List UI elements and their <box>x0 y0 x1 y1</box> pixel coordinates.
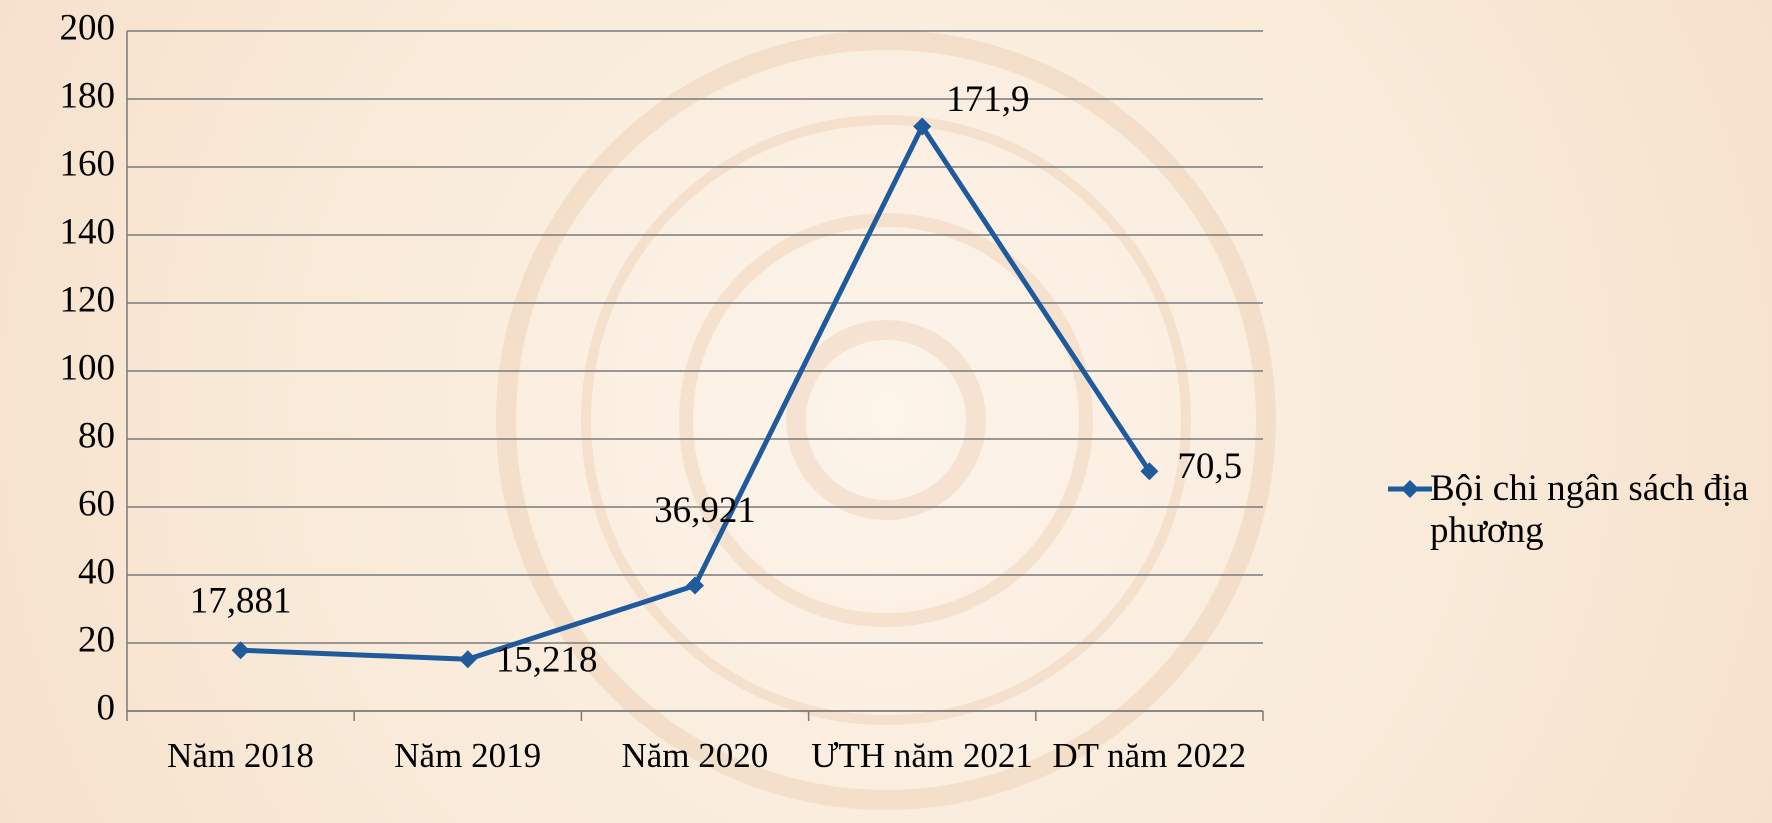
chart: 0 20 40 60 80 100 120 140 160 180 200 17,881 15,218 3… <box>0 0 1772 823</box>
data-label: 171,9 <box>946 79 1029 120</box>
background-drum <box>506 40 1266 800</box>
legend-marker <box>1401 480 1419 498</box>
y-tick-label: 80 <box>78 415 115 456</box>
data-label: 70,5 <box>1177 446 1242 487</box>
data-label: 17,881 <box>190 581 292 622</box>
y-tick-label: 200 <box>60 7 116 48</box>
legend-text: Bội chi ngân sách địa phương <box>1430 468 1770 552</box>
y-tick-label: 100 <box>60 347 116 388</box>
y-tick-label: 160 <box>60 143 116 184</box>
y-tick-label: 140 <box>60 211 116 252</box>
y-tick-label: 120 <box>60 279 116 320</box>
data-label: 36,921 <box>654 490 756 531</box>
x-tick-label: ƯTH năm 2021 <box>809 736 1036 776</box>
y-tick-label: 0 <box>97 687 116 728</box>
data-label: 15,218 <box>496 640 598 681</box>
marker <box>232 641 250 659</box>
x-tick-label: Năm 2019 <box>354 736 581 776</box>
x-tick-label: DT năm 2022 <box>1036 736 1263 776</box>
marker <box>686 576 704 594</box>
marker <box>459 650 477 668</box>
y-tick-label: 40 <box>78 551 115 592</box>
y-tick-label: 60 <box>78 483 115 524</box>
y-tick-label: 180 <box>60 75 116 116</box>
x-tick-label: Năm 2020 <box>581 736 808 776</box>
x-tick-label: Năm 2018 <box>127 736 354 776</box>
slide: 0 20 40 60 80 100 120 140 160 180 200 17,881 15,218 3… <box>0 0 1772 823</box>
y-tick-label: 20 <box>78 619 115 660</box>
